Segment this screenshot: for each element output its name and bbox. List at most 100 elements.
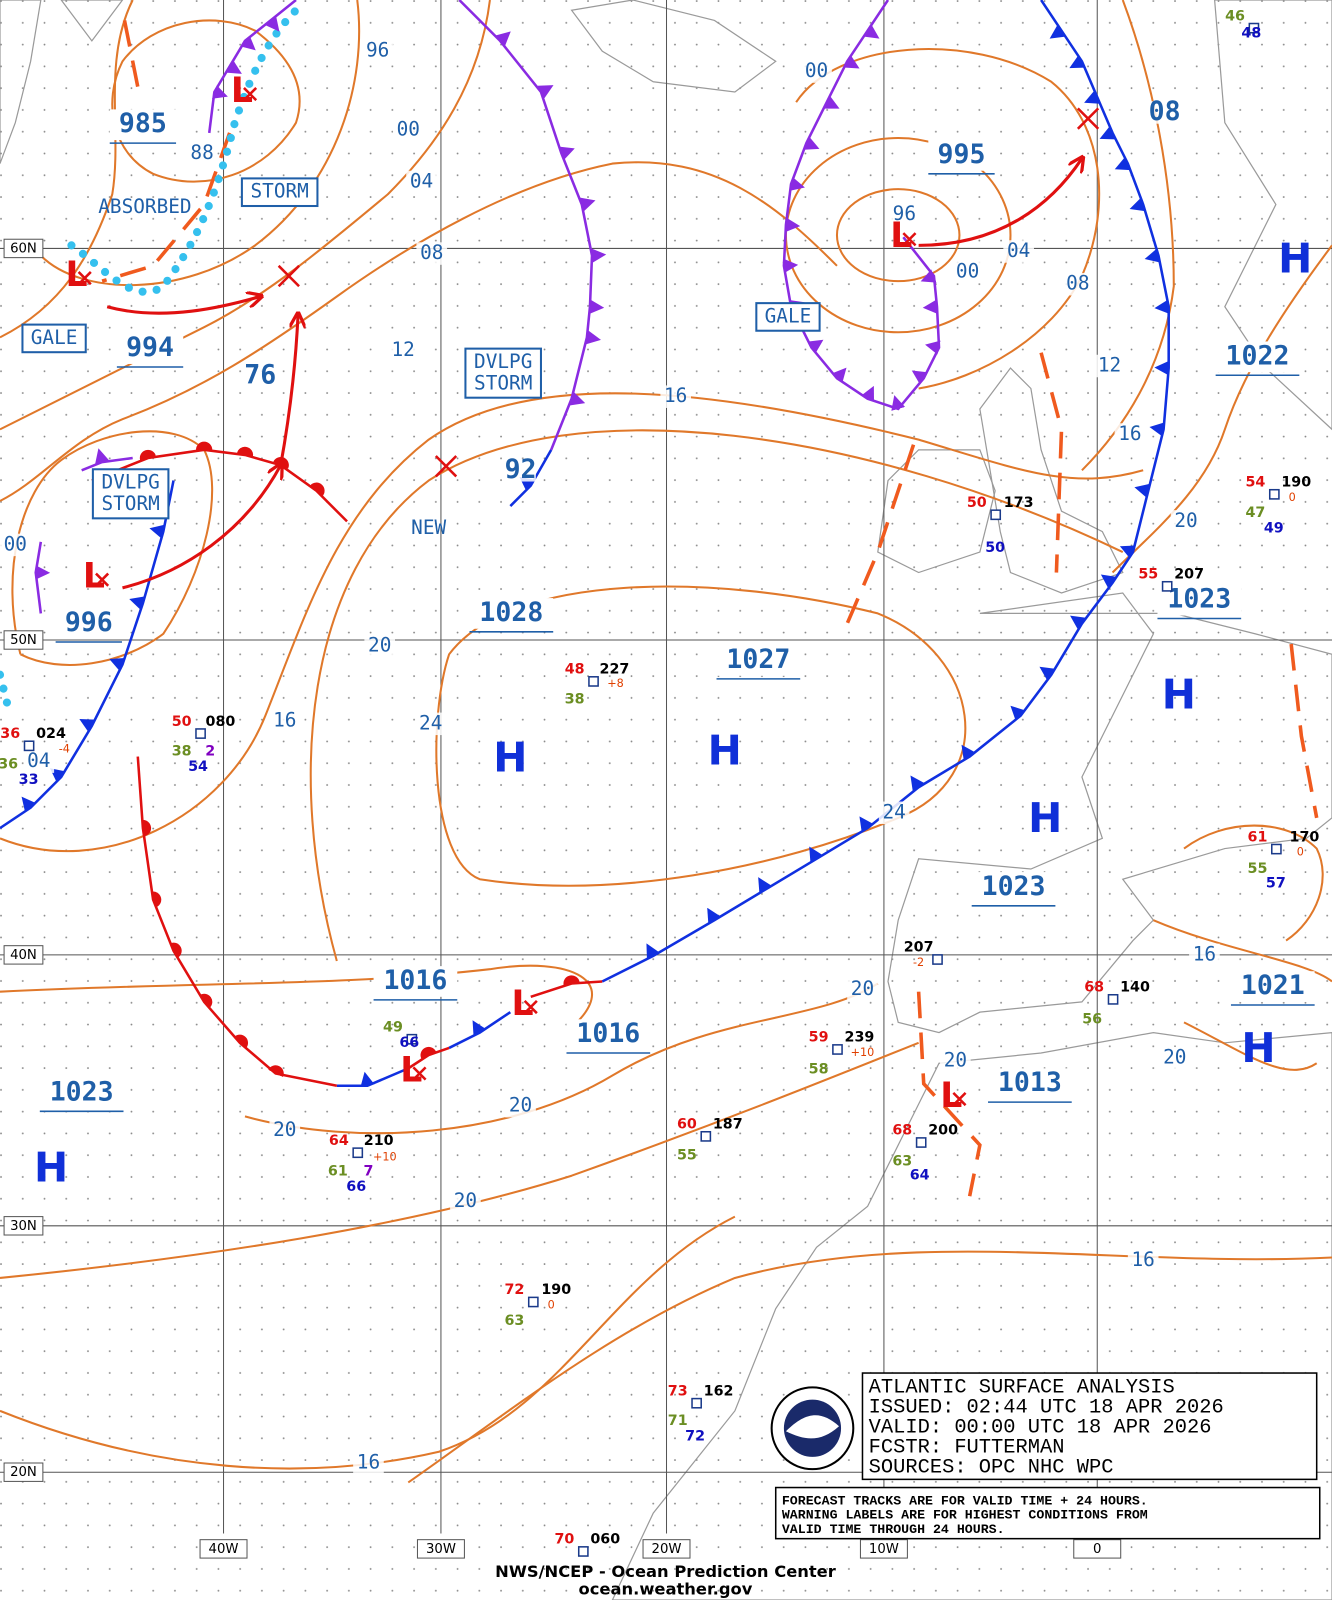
isobar-label: 08 (1066, 272, 1089, 295)
label-bg (186, 142, 218, 165)
warning-label: NEW (411, 516, 446, 539)
station-value: 72 (504, 1282, 524, 1298)
station-value: 61 (1248, 829, 1268, 845)
station-value: 210 (364, 1133, 394, 1149)
forecast-track (106, 296, 260, 315)
station-value: 47 (1246, 505, 1266, 521)
station-value: 73 (668, 1383, 688, 1399)
station-value: 71 (668, 1413, 688, 1429)
station-value: 38 (172, 743, 192, 759)
station-marker (700, 1130, 712, 1142)
central-pressure: 996 (65, 607, 113, 638)
station-value: 36 (0, 726, 20, 742)
station-marker (588, 676, 599, 687)
lon-label: 10W (869, 1542, 899, 1557)
lon-label: 40W (209, 1542, 239, 1557)
lat-label: 60N (10, 241, 37, 256)
high-center: H (708, 726, 742, 774)
trough (122, 20, 140, 88)
info-line: ISSUED: 02:44 UTC 18 APR 2026 (869, 1397, 1224, 1420)
info-line: ATLANTIC SURFACE ANALYSIS (869, 1377, 1175, 1400)
label-bg (269, 1119, 301, 1142)
station-value: 024 (36, 726, 66, 742)
station-value: 66 (346, 1179, 366, 1195)
info-line: FCSTR: FUTTERMAN (869, 1437, 1065, 1460)
central-pressure: 1022 (1226, 340, 1290, 371)
station-value: 61 (328, 1164, 348, 1180)
label-bg (450, 1190, 481, 1213)
label-bg (269, 709, 301, 733)
lon-label-box (859, 1539, 908, 1559)
isobar-label: 08 (1149, 96, 1181, 127)
station-value: -2 (913, 956, 924, 969)
isobar-label: 04 (410, 169, 433, 192)
label-bg (39, 1077, 124, 1109)
occluded-front (81, 448, 133, 472)
station-value: 38 (565, 691, 585, 707)
center-mark (243, 87, 258, 102)
station-value: 239 (845, 1030, 875, 1046)
central-pressure: 1027 (726, 644, 790, 675)
station-value: 68 (1084, 980, 1104, 996)
station-marker (1107, 993, 1119, 1005)
station-value: 49 (383, 1019, 403, 1035)
warning-label: GALE (765, 304, 812, 327)
lon-label: 30W (426, 1542, 456, 1557)
station-value: 170 (1290, 829, 1320, 845)
station-value: 187 (713, 1117, 743, 1133)
isobar-label: 00 (956, 259, 979, 282)
label-bg (0, 533, 31, 557)
notes-box (774, 1486, 1321, 1540)
label-bg (1114, 423, 1146, 446)
lat-label-box (3, 238, 44, 259)
station-value: 56 (1082, 1011, 1102, 1027)
station-value: 57 (1266, 875, 1286, 891)
high-center: H (493, 734, 527, 782)
label-bg (1189, 943, 1220, 967)
label-bg (716, 645, 801, 676)
center-mark (434, 455, 458, 478)
central-pressure: 1028 (479, 597, 543, 628)
occluded-front (207, 0, 297, 134)
label-bg (928, 140, 995, 171)
warm-front (91, 441, 348, 523)
label-bg (415, 712, 447, 736)
info-box (861, 1372, 1318, 1481)
lat-label-box (3, 1216, 44, 1236)
isobar-label: 16 (357, 1450, 380, 1473)
center-mark (902, 232, 917, 247)
station-value: 46 (1225, 8, 1245, 24)
isobar (1183, 824, 1324, 942)
isobar-label: 20 (368, 634, 391, 657)
station-value: 173 (1004, 495, 1034, 511)
cold-front (509, 449, 553, 507)
label-bg (55, 608, 122, 639)
info-line: VALID: 00:00 UTC 18 APR 2026 (869, 1417, 1212, 1440)
label-bg (353, 1451, 384, 1475)
station-value: 36 (0, 757, 18, 773)
station-marker (691, 1397, 702, 1409)
label-bg (392, 118, 424, 142)
high-center: H (1241, 1024, 1275, 1072)
warning-box (755, 302, 821, 332)
station-value: 33 (19, 772, 39, 788)
isobar-label: 00 (397, 117, 420, 140)
isobar-label: 00 (4, 532, 27, 555)
info-line: SOURCES: OPC NHC WPC (869, 1456, 1114, 1479)
high-center: H (1162, 670, 1196, 718)
isobar-label: 16 (664, 384, 687, 407)
lon-label-box (1073, 1539, 1122, 1559)
isobar (1183, 1021, 1318, 1071)
trough (916, 991, 982, 1197)
central-pressure: 995 (938, 139, 986, 170)
note-line: VALID TIME THROUGH 24 HOURS. (782, 1522, 1005, 1537)
station-marker (23, 740, 35, 752)
station-value: 48 (1241, 26, 1261, 42)
lon-label: 20W (652, 1542, 682, 1557)
warning-label: DVLPG (101, 471, 159, 494)
label-bg (406, 170, 437, 194)
isobar (0, 0, 134, 339)
isobar-label: 20 (1163, 1046, 1186, 1069)
isobar (1152, 919, 1332, 983)
warning-box (91, 468, 170, 520)
